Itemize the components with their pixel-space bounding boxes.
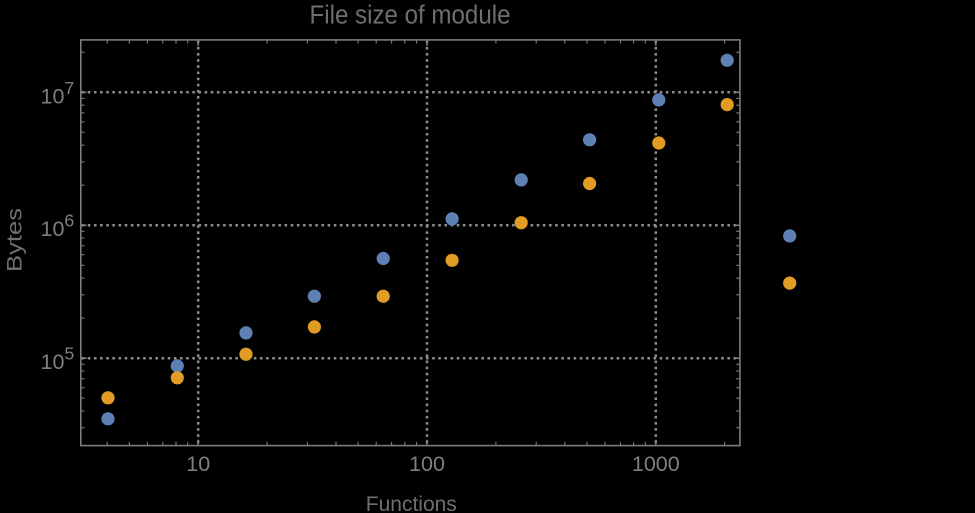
svg-text:10: 10 xyxy=(186,452,210,476)
svg-text:Bytes: Bytes xyxy=(3,208,26,272)
svg-text:Functions: Functions xyxy=(366,493,457,513)
svg-text:File size of module: File size of module xyxy=(310,2,511,30)
svg-text:100: 100 xyxy=(409,452,445,476)
svg-text:1000: 1000 xyxy=(632,452,680,476)
